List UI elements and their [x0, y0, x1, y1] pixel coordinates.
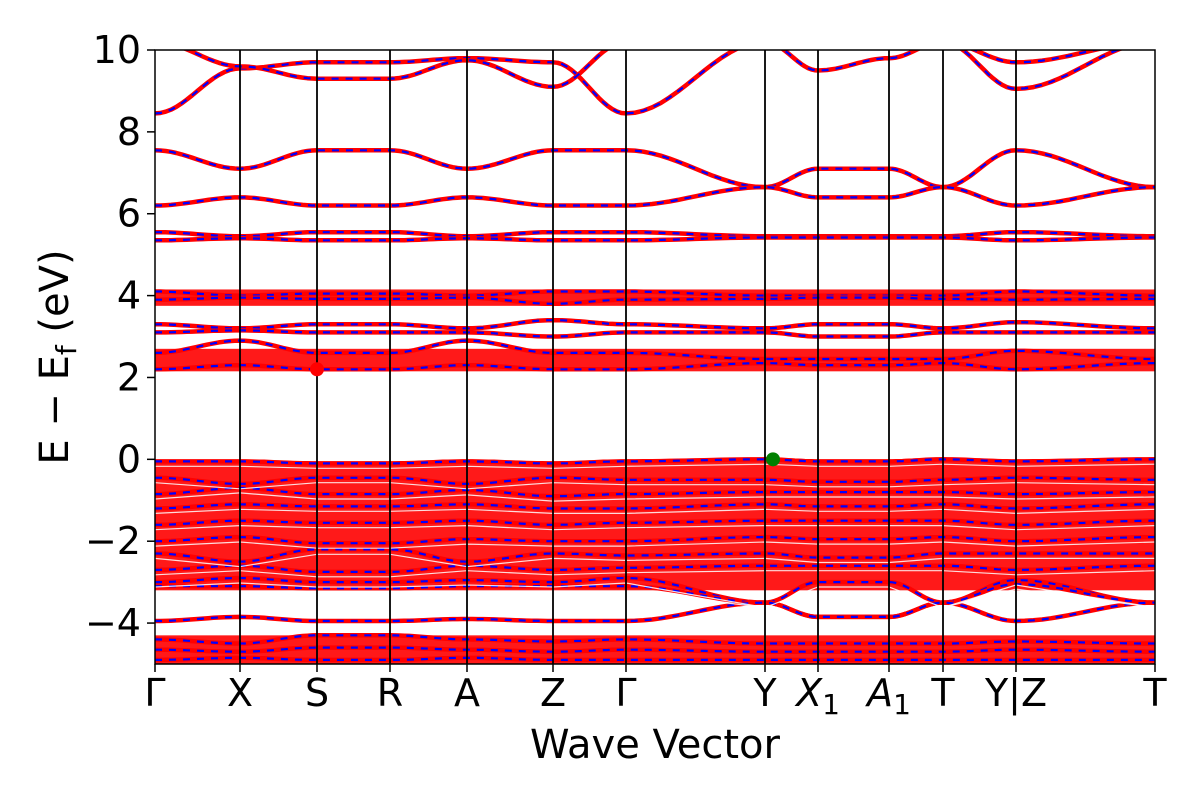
x-tick-label: Γ: [144, 671, 165, 715]
y-axis-title-main: E − E: [32, 355, 78, 465]
plot-frame: [154, 49, 1156, 665]
x-tick-label: Γ: [615, 671, 636, 715]
x-tick-label: T: [1142, 671, 1167, 715]
x-tick-label: X1: [794, 671, 840, 721]
marker-cbm: [310, 362, 324, 377]
x-tick-label: A1: [864, 671, 911, 721]
y-tick-label: 0: [117, 437, 141, 481]
y-tick-label: 6: [117, 192, 141, 236]
y-axis-title: E − Ef (eV): [32, 249, 83, 464]
x-tick-label: Z: [540, 671, 566, 715]
x-tick-label: T: [930, 671, 955, 715]
y-tick-label: −2: [85, 519, 141, 563]
y-tick-label: 2: [117, 355, 141, 399]
x-tick-label: A: [454, 671, 480, 715]
extrema-markers: [310, 362, 780, 467]
y-axis-title-subscript: f: [50, 344, 83, 355]
y-axis-ticks: 10 8 6 4 2 0 −2 −4: [85, 28, 155, 645]
x-tick-label: Y|Z: [984, 671, 1047, 716]
y-axis-title-unit: (eV): [32, 249, 78, 345]
x-axis-title: Wave Vector: [530, 722, 781, 768]
x-tick-label: S: [305, 671, 329, 715]
x-tick-label: R: [377, 671, 403, 715]
y-tick-label: 10: [93, 28, 141, 72]
band-up-25: [155, 655, 1155, 663]
y-tick-label: 8: [117, 110, 141, 154]
marker-vbm: [766, 452, 780, 467]
x-tick-label: Y: [752, 671, 777, 715]
high-symmetry-lines: [239, 50, 1017, 664]
y-tick-label: 4: [117, 274, 141, 318]
y-tick-label: −4: [85, 601, 141, 645]
x-tick-label: X: [227, 671, 253, 715]
x-axis-ticks: Γ X S R A Z Γ Y X1 A1 T Y|Z T: [144, 664, 1167, 721]
